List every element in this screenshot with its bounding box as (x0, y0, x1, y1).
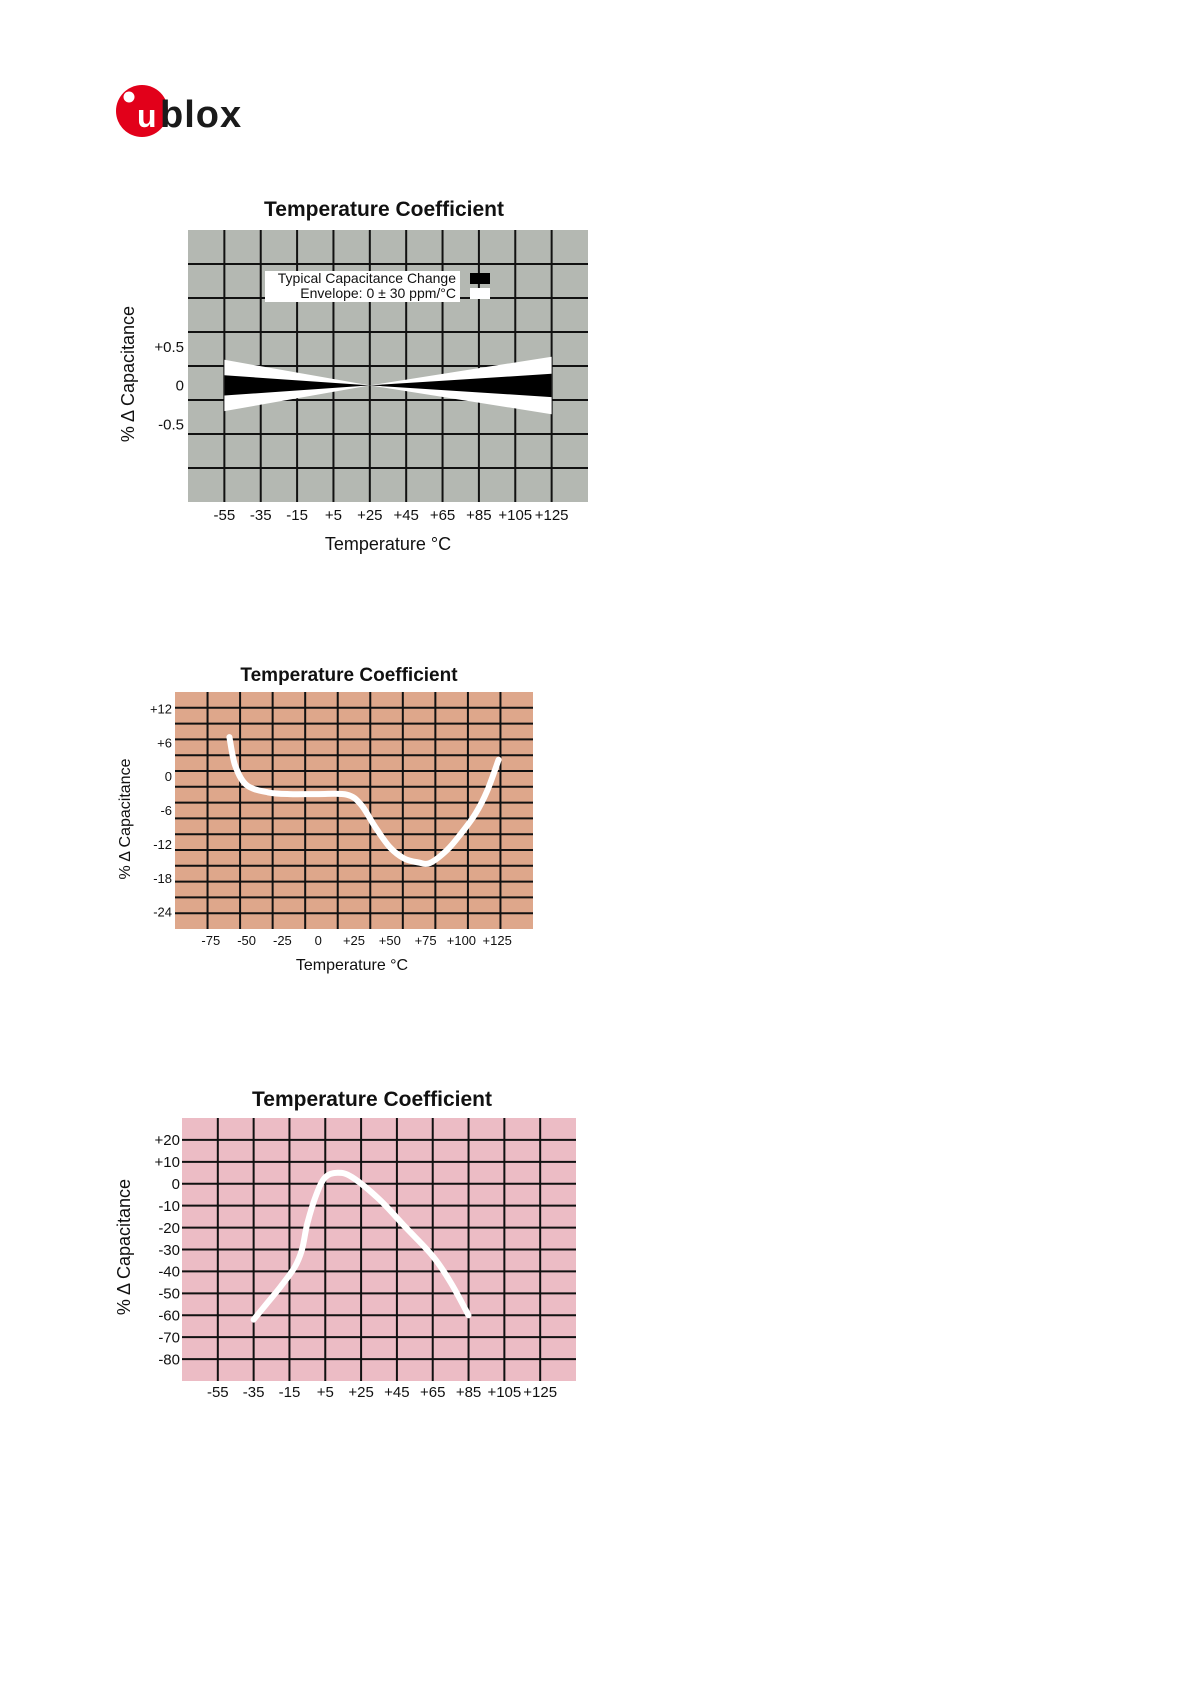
x-tick-label: 0 (315, 933, 322, 948)
y-tick-label: 0 (165, 769, 172, 784)
x-axis-label: Temperature °C (325, 534, 451, 554)
ublox-logo: u blox (116, 85, 242, 137)
x-tick-label: +50 (379, 933, 401, 948)
x-tick-label: -75 (201, 933, 220, 948)
x-tick-label: +5 (325, 507, 342, 524)
y-tick-label: -80 (158, 1351, 180, 1368)
x-tick-label: +25 (348, 1384, 373, 1401)
grid (182, 1118, 576, 1381)
legend-label: Typical Capacitance Change (278, 270, 456, 286)
y-tick-label: -24 (153, 905, 172, 920)
y-tick-label: 0 (172, 1176, 180, 1193)
x-tick-label: -55 (214, 507, 236, 524)
x-tick-label: -35 (250, 507, 272, 524)
y-tick-label: -30 (158, 1242, 180, 1259)
series-line-0 (226, 734, 502, 867)
x-tick-label: +85 (456, 1384, 481, 1401)
y-axis-label: % Δ Capacitance (117, 758, 134, 879)
x-tick-label: +45 (384, 1384, 409, 1401)
y-tick-label: -6 (160, 803, 172, 818)
y-tick-label: -12 (153, 837, 172, 852)
y-tick-label: +6 (157, 735, 172, 750)
y-tick-label: -18 (153, 871, 172, 886)
y-tick-label: -40 (158, 1264, 180, 1281)
chart-title: Temperature Coefficient (252, 1088, 492, 1111)
y-tick-label: +0.5 (154, 339, 184, 356)
y-tick-label: +20 (155, 1132, 180, 1149)
x-tick-label: +105 (487, 1384, 521, 1401)
y-tick-label: +10 (155, 1154, 180, 1171)
legend-swatch (470, 288, 490, 299)
y-tick-label: -20 (158, 1220, 180, 1237)
x-tick-label: +75 (415, 933, 437, 948)
x-axis-label: Temperature °C (296, 957, 408, 974)
x-tick-label: -15 (279, 1384, 301, 1401)
y-tick-label: -60 (158, 1308, 180, 1325)
logo-u-letter: u (137, 98, 157, 134)
y-tick-label: +12 (150, 701, 172, 716)
x-tick-label: -35 (243, 1384, 265, 1401)
x-tick-label: +65 (430, 507, 455, 524)
x-tick-label: +105 (498, 507, 532, 524)
x-tick-label: -15 (286, 507, 308, 524)
x-tick-label: +25 (343, 933, 365, 948)
x-tick-label: +5 (317, 1384, 334, 1401)
y-axis-label: % Δ Capacitance (118, 306, 138, 442)
legend-swatch (470, 273, 490, 284)
y-axis-label: % Δ Capacitance (114, 1179, 134, 1315)
y-tick-label: -70 (158, 1329, 180, 1346)
series-band-1 (224, 373, 552, 398)
x-tick-label: +65 (420, 1384, 445, 1401)
y-tick-label: -0.5 (158, 417, 184, 434)
x-tick-label: +125 (535, 507, 569, 524)
chart-title: Temperature Coefficient (240, 665, 458, 686)
x-tick-label: +100 (447, 933, 476, 948)
logo-white-dot (123, 91, 135, 103)
legend-label: Envelope: 0 ± 30 ppm/°C (300, 285, 456, 301)
x-tick-label: -50 (237, 933, 256, 948)
x-tick-label: +125 (523, 1384, 557, 1401)
legend-box (265, 271, 460, 302)
plot-background (175, 692, 533, 929)
x-tick-label: +125 (483, 933, 512, 948)
y-tick-label: 0 (176, 378, 184, 395)
y-tick-label: -50 (158, 1286, 180, 1303)
grid (175, 692, 533, 929)
x-tick-label: -55 (207, 1384, 229, 1401)
x-tick-label: +25 (357, 507, 382, 524)
chart-title: Temperature Coefficient (264, 198, 504, 221)
x-tick-label: -25 (273, 933, 292, 948)
y-tick-label: -10 (158, 1198, 180, 1215)
series-line-0 (250, 1169, 472, 1323)
grid (188, 230, 588, 502)
x-tick-label: +85 (466, 507, 491, 524)
logo-wordmark: blox (160, 94, 242, 136)
x-tick-label: +45 (393, 507, 418, 524)
